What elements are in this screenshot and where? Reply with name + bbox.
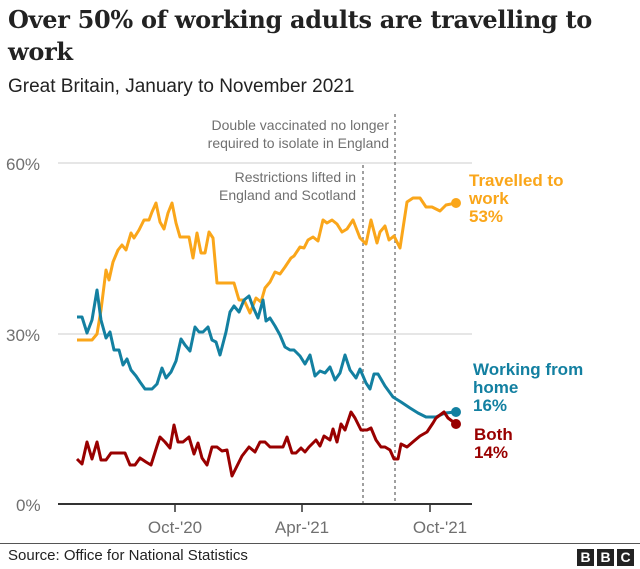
x-tick-apr21: Apr-'21	[275, 518, 329, 537]
label-travelled-line2: work	[468, 189, 509, 208]
chart-title: Over 50% of working adults are travellin…	[8, 5, 593, 66]
bbc-logo: B B C	[577, 549, 634, 566]
y-tick-60: 60%	[6, 155, 40, 174]
label-travelled-value: 53%	[469, 207, 503, 226]
footer-divider	[0, 543, 640, 544]
series-end-dot-home	[451, 407, 461, 417]
series-line-home	[77, 288, 457, 419]
annotation-double-vaccinated-line1: Double vaccinated no longer	[212, 117, 390, 133]
series-end-dot-travelled	[451, 198, 461, 208]
annotation-restrictions-line1: Restrictions lifted in	[235, 169, 356, 185]
annotation-restrictions-line2: England and Scotland	[219, 187, 356, 203]
label-home-line1: Working from	[473, 360, 583, 379]
x-tick-oct20: Oct-'20	[148, 518, 202, 537]
bbc-logo-letter-c: C	[617, 549, 634, 566]
label-both-value: 14%	[474, 443, 508, 462]
bbc-logo-letter-b2: B	[597, 549, 614, 566]
source-note: Source: Office for National Statistics	[8, 547, 248, 564]
y-tick-0: 0%	[16, 496, 41, 515]
label-travelled-line1: Travelled to	[469, 171, 563, 190]
series-line-both	[75, 410, 457, 478]
label-home-value: 16%	[473, 396, 507, 415]
y-tick-30: 30%	[6, 326, 40, 345]
label-both-line1: Both	[474, 425, 513, 444]
label-home-line2: home	[473, 378, 518, 397]
annotation-double-vaccinated-line2: required to isolate in England	[208, 135, 389, 151]
x-tick-oct21: Oct-'21	[413, 518, 467, 537]
chart-subtitle: Great Britain, January to November 2021	[8, 76, 355, 97]
bbc-logo-letter-b1: B	[577, 549, 594, 566]
series-end-dot-both	[451, 419, 461, 429]
